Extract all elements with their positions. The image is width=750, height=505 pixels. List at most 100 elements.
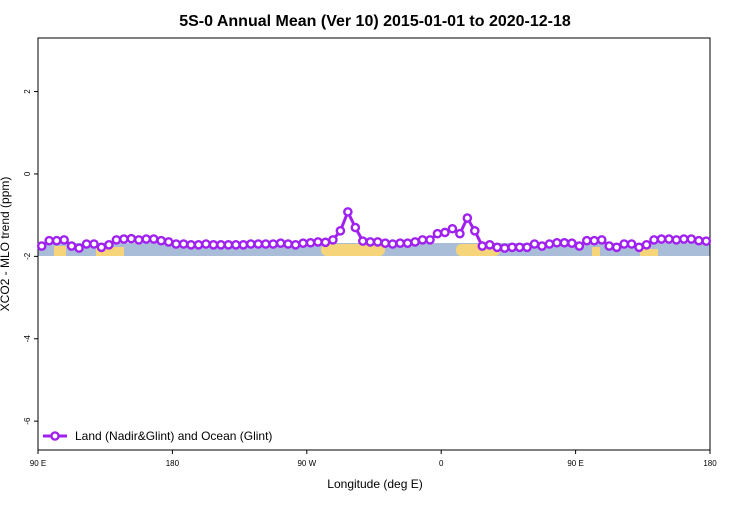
- data-point: [96, 242, 107, 253]
- data-point: [417, 235, 428, 245]
- y-axis-label: XCO2 - MLO trend (ppm): [0, 177, 12, 312]
- x-axis-label: Longitude (deg E): [327, 477, 422, 491]
- data-point: [679, 234, 689, 244]
- data-point: [216, 240, 226, 250]
- data-point: [171, 239, 181, 249]
- data-point: [186, 240, 196, 250]
- data-point: [290, 240, 301, 250]
- land-patch: [640, 249, 658, 256]
- data-point: [245, 239, 256, 249]
- data-point: [141, 234, 152, 244]
- data-point: [604, 241, 615, 251]
- data-point: [163, 237, 174, 247]
- data-point: [372, 237, 383, 247]
- x-tick-label: 180: [166, 459, 180, 468]
- data-point: [74, 243, 84, 253]
- data-point: [357, 236, 368, 246]
- data-point: [559, 237, 570, 248]
- data-point: [425, 235, 435, 245]
- data-point: [477, 241, 488, 251]
- data-point: [402, 238, 413, 248]
- legend-label: Land (Nadir&Glint) and Ocean (Glint): [75, 429, 272, 443]
- data-point: [156, 235, 166, 246]
- data-point: [231, 240, 241, 250]
- data-point: [305, 237, 316, 248]
- data-point: [484, 240, 495, 250]
- data-point: [447, 223, 458, 234]
- data-point: [522, 242, 532, 253]
- data-point: [671, 235, 682, 245]
- data-point: [507, 242, 517, 253]
- data-point: [596, 235, 607, 245]
- data-point: [81, 239, 92, 249]
- x-tick-label: 90 E: [30, 459, 46, 468]
- data-point: [589, 235, 600, 246]
- data-point: [649, 235, 659, 245]
- chart-title: 5S-0 Annual Mean (Ver 10) 2015-01-01 to …: [179, 13, 571, 30]
- data-point: [66, 241, 77, 251]
- data-point: [111, 235, 122, 245]
- data-point: [36, 241, 47, 251]
- data-point: [201, 239, 211, 249]
- data-point: [178, 239, 189, 249]
- data-point: [514, 242, 525, 253]
- data-point: [455, 228, 465, 239]
- data-point: [492, 242, 503, 253]
- data-point: [223, 240, 234, 250]
- data-point: [432, 228, 443, 239]
- data-point: [701, 236, 712, 246]
- data-point: [51, 235, 62, 246]
- data-point: [611, 242, 622, 253]
- data-point: [567, 238, 577, 248]
- y-tick-label: -2: [23, 252, 32, 260]
- data-point: [664, 234, 674, 244]
- legend-marker: [50, 431, 60, 441]
- data-point: [283, 239, 293, 249]
- data-point: [380, 238, 391, 248]
- data-point: [320, 237, 331, 248]
- data-point: [582, 235, 592, 246]
- data-point: [552, 237, 562, 248]
- data-point: [626, 239, 637, 249]
- data-point: [529, 239, 540, 249]
- data-point: [656, 234, 667, 244]
- data-point: [89, 239, 99, 249]
- data-point: [208, 240, 219, 250]
- data-point: [641, 240, 652, 250]
- data-point: [238, 240, 249, 250]
- data-point: [499, 243, 510, 253]
- data-point: [694, 235, 704, 246]
- y-tick-label: 0: [23, 171, 32, 176]
- data-point: [574, 241, 585, 251]
- x-tick-label: 0: [439, 459, 444, 468]
- x-tick-label: 90 W: [297, 459, 316, 468]
- data-point: [253, 239, 264, 249]
- data-point: [275, 238, 286, 248]
- data-point: [469, 226, 480, 236]
- data-point: [268, 239, 279, 249]
- data-point: [544, 239, 555, 249]
- data-point: [44, 235, 55, 246]
- data-point: [634, 242, 644, 253]
- x-tick-label: 90 E: [567, 459, 583, 468]
- y-tick-label: -6: [23, 417, 32, 425]
- data-point: [119, 234, 129, 244]
- data-point: [440, 227, 450, 238]
- data-point: [387, 239, 398, 249]
- x-tick-label: 180: [703, 459, 717, 468]
- data-point: [59, 235, 69, 245]
- land-patch: [321, 244, 385, 256]
- data-point: [328, 235, 338, 245]
- data-point: [619, 239, 629, 249]
- data-point: [260, 239, 271, 249]
- data-point: [395, 238, 405, 248]
- data-point: [365, 237, 376, 247]
- data-point: [148, 234, 159, 244]
- data-point: [462, 213, 473, 223]
- data-point: [343, 207, 353, 217]
- data-point: [410, 237, 420, 247]
- data-point: [133, 235, 144, 245]
- data-point: [686, 234, 697, 244]
